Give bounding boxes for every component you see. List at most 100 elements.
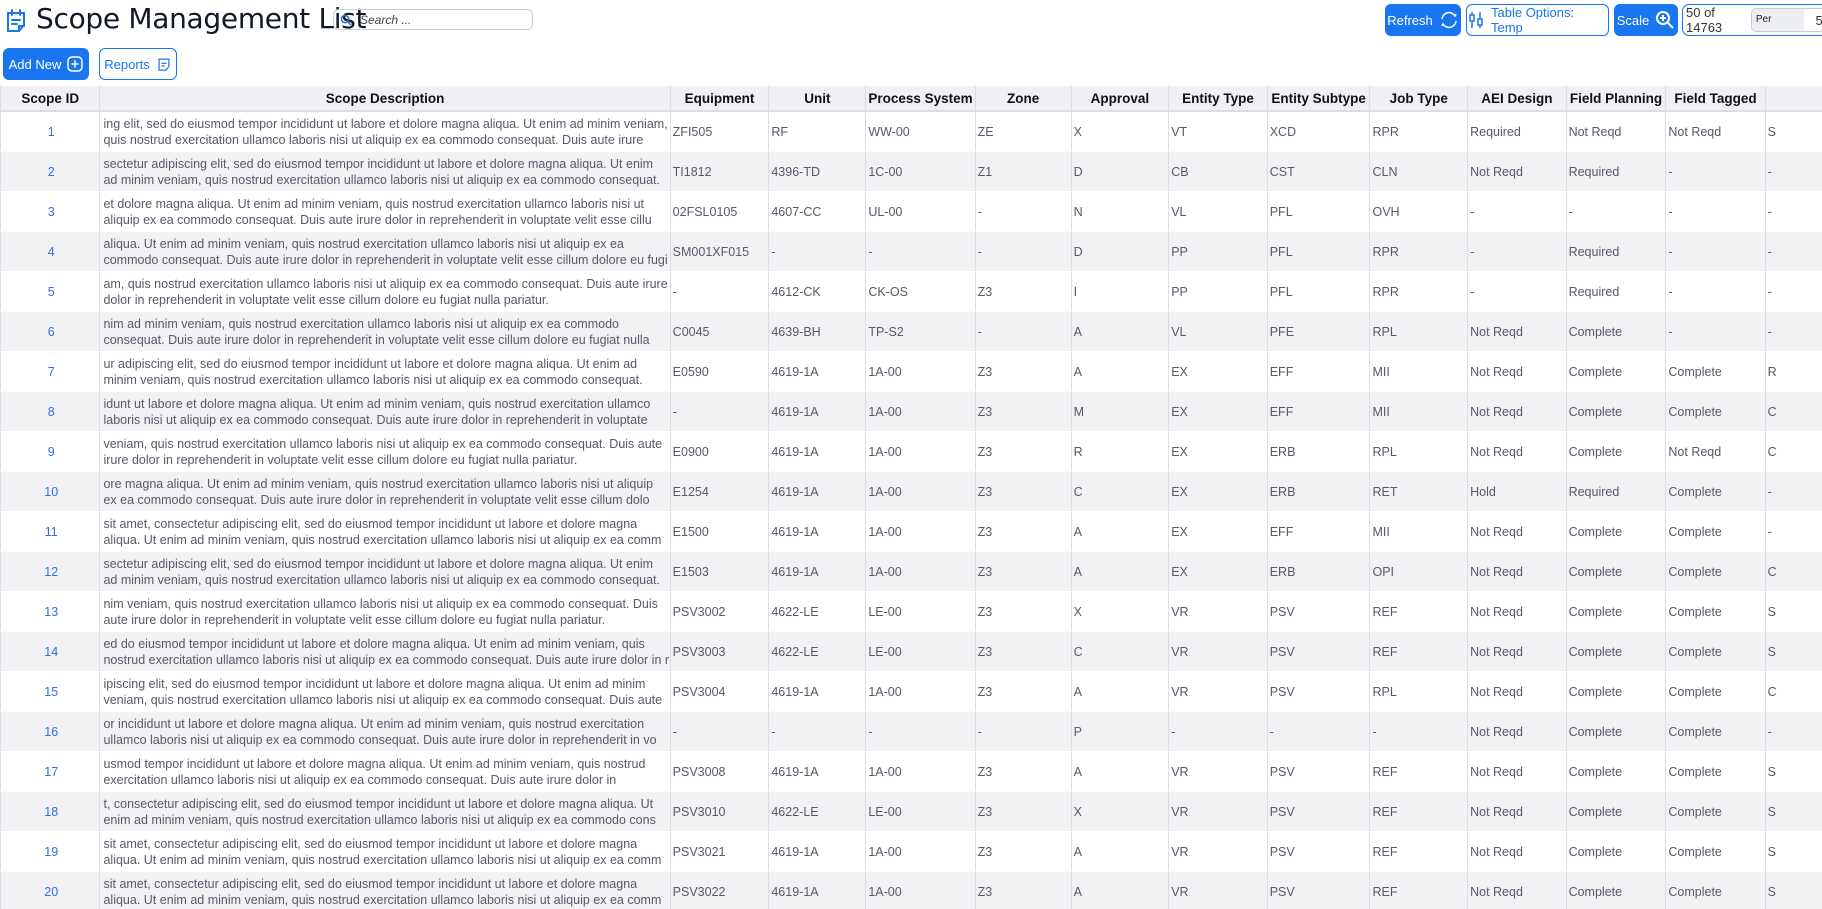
table-row[interactable]: 15 ipiscing elit, sed do eiusmod tempor i… [0,671,1822,712]
table-row[interactable]: 8 idunt ut labore et dolore magna aliqua.… [0,391,1822,432]
table-row[interactable]: 12 sectetur adipiscing elit, sed do eiusm… [0,551,1822,592]
cell-entity-type: VL [1168,191,1268,232]
column-header-equipment[interactable]: Equipment [669,86,769,112]
cell-approval: X [1070,591,1169,632]
scale-button[interactable]: Scale [1614,4,1678,36]
table-row[interactable]: 13 nim veniam, quis nostrud exercitation … [0,591,1822,632]
column-header-scope-description[interactable]: Scope Description [99,86,671,112]
cell-entity-subtype: ERB [1266,471,1370,512]
reports-button[interactable]: Reports [99,48,177,80]
cell-scope-id[interactable]: 7 [0,351,100,392]
cell-approval: C [1070,631,1169,672]
table-row[interactable]: 6 nim ad minim veniam, quis nostrud exerc… [0,311,1822,352]
table-row[interactable]: 1 ing elit, sed do eiusmod tempor incidid… [0,111,1822,152]
cell-entity-subtype: PSV [1266,871,1370,909]
cell-entity-subtype: CST [1266,151,1370,192]
cell-scope-id[interactable]: 2 [0,151,100,192]
cell-unit: 4619-1A [768,431,866,472]
cell-field-tagged: Complete [1665,471,1766,512]
cell-extra: - [1764,151,1822,192]
cell-scope-id[interactable]: 16 [0,711,100,752]
cell-aei-design: Not Reqd [1467,711,1567,752]
column-header-unit[interactable]: Unit [768,86,866,112]
cell-equipment: PSV3010 [669,791,769,832]
search-box[interactable] [333,9,533,30]
column-header-approval[interactable]: Approval [1070,86,1169,112]
add-new-button[interactable]: Add New [3,48,89,80]
table-row[interactable]: 11 sit amet, consectetur adipiscing elit… [0,511,1822,552]
column-header-job-type[interactable]: Job Type [1369,86,1468,112]
cell-field-planning: Required [1565,471,1666,512]
column-header-extra[interactable] [1764,86,1822,112]
table-row[interactable]: 14 ed do eiusmod tempor incididunt ut lab… [0,631,1822,672]
cell-scope-id[interactable]: 11 [0,511,100,552]
table-row[interactable]: 16 or incididunt ut labore et dolore magn… [0,711,1822,752]
cell-scope-description: sit amet, consectetur adipiscing elit, s… [99,831,671,872]
cell-scope-id[interactable]: 8 [0,391,100,432]
cell-entity-type: VR [1168,591,1268,632]
cell-approval: A [1070,311,1169,352]
cell-scope-id[interactable]: 10 [0,471,100,512]
cell-entity-type: VR [1168,871,1268,909]
cell-zone: Z3 [974,591,1072,632]
cell-scope-id[interactable]: 17 [0,751,100,792]
cell-scope-id[interactable]: 3 [0,191,100,232]
refresh-label: Refresh [1387,12,1433,28]
search-input[interactable] [358,11,522,28]
column-header-zone[interactable]: Zone [974,86,1072,112]
cell-field-planning: Required [1565,151,1666,192]
column-header-entity-subtype[interactable]: Entity Subtype [1266,86,1370,112]
column-header-process-system[interactable]: Process System [865,86,976,112]
cell-process-system: LE-00 [865,591,976,632]
cell-field-planning: Complete [1565,431,1666,472]
table-row[interactable]: 2 sectetur adipiscing elit, sed do eiusmo… [0,151,1822,192]
cell-scope-id[interactable]: 15 [0,671,100,712]
cell-scope-id[interactable]: 13 [0,591,100,632]
table-row[interactable]: 10 ore magna aliqua. Ut enim ad minim ven… [0,471,1822,512]
cell-scope-id[interactable]: 4 [0,231,100,272]
cell-scope-id[interactable]: 9 [0,431,100,472]
table-row[interactable]: 19 sit amet, consectetur adipiscing elit… [0,831,1822,872]
table-row[interactable]: 20 sit amet, consectetur adipiscing elit… [0,871,1822,909]
table-row[interactable]: 18 t, consectetur adipiscing elit, sed do… [0,791,1822,832]
cell-scope-id[interactable]: 1 [0,111,100,152]
cell-approval: X [1070,111,1169,152]
cell-scope-id[interactable]: 18 [0,791,100,832]
table-row[interactable]: 5 am, quis nostrud exercitation ullamco l… [0,271,1822,312]
cell-entity-type: EX [1168,391,1268,432]
table-row[interactable]: 9 veniam, quis nostrud exercitation ullam… [0,431,1822,472]
cell-equipment: PSV3003 [669,631,769,672]
table-row[interactable]: 7 ur adipiscing elit, sed do eiusmod temp… [0,351,1822,392]
cell-scope-id[interactable]: 5 [0,271,100,312]
table-row[interactable]: 4 aliqua. Ut enim ad minim veniam, quis n… [0,231,1822,272]
column-header-entity-type[interactable]: Entity Type [1168,86,1268,112]
cell-zone: Z3 [974,551,1072,592]
table-row[interactable]: 3 et dolore magna aliqua. Ut enim ad mini… [0,191,1822,232]
description-text: sectetur adipiscing elit, sed do eiusmod… [103,556,660,587]
column-header-field-tagged[interactable]: Field Tagged [1665,86,1766,112]
refresh-button[interactable]: Refresh [1385,4,1461,36]
column-header-scope-id[interactable]: Scope ID [0,86,100,112]
cell-scope-id[interactable]: 14 [0,631,100,672]
cell-scope-description: nim veniam, quis nostrud exercitation ul… [99,591,671,632]
cell-job-type: RPR [1369,231,1468,272]
cell-equipment: TI1812 [669,151,769,192]
cell-scope-id[interactable]: 19 [0,831,100,872]
cell-unit: 4619-1A [768,391,866,432]
column-header-field-planning[interactable]: Field Planning [1565,86,1666,112]
description-text: usmod tempor incididunt ut labore et dol… [103,756,646,787]
cell-scope-id[interactable]: 6 [0,311,100,352]
table-options-button[interactable]: Table Options: Temp [1466,4,1609,36]
cell-scope-id[interactable]: 20 [0,871,100,909]
description-text: ed do eiusmod tempor incididunt ut labor… [103,636,670,667]
cell-scope-id[interactable]: 12 [0,551,100,592]
cell-scope-description: t, consectetur adipiscing elit, sed do e… [99,791,671,832]
column-header-aei-design[interactable]: AEI Design [1467,86,1567,112]
cell-entity-type: EX [1168,471,1268,512]
cell-aei-design: Not Reqd [1467,871,1567,909]
cell-field-planning: Complete [1565,311,1666,352]
per-page-select[interactable]: Per Page 50 [1750,8,1822,32]
cell-extra: C [1764,391,1822,432]
table-row[interactable]: 17 usmod tempor incididunt ut labore et d… [0,751,1822,792]
table-options-label: Table Options: Temp [1491,5,1575,35]
